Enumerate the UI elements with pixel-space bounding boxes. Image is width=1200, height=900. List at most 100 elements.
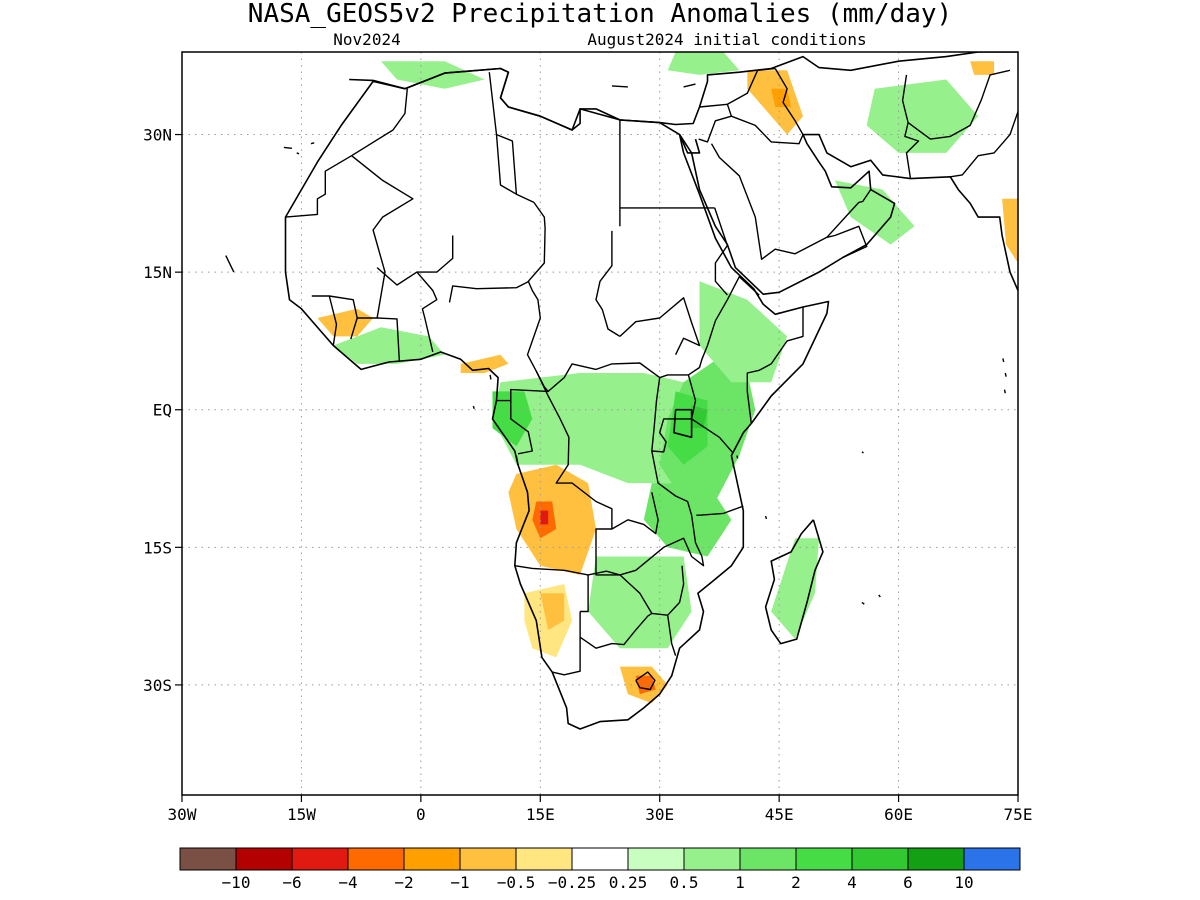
island-coastline [861,601,865,605]
x-axis-ticks: 30W 15W 0 15E 30E 45E 60E 75E [168,795,1033,824]
y-tick-label: 15S [143,538,172,557]
country-border [496,133,518,195]
colorbar-label: 1 [735,873,745,892]
colorbar-swatch [459,847,517,871]
x-tick-label: 15W [287,805,316,824]
colorbar-label: 4 [847,873,857,892]
island-coastline [1002,358,1005,363]
country-border [510,389,533,455]
y-tick-label: 30S [143,676,172,695]
anomaly-region-madagascar-wet [771,538,819,640]
country-border [376,267,438,353]
colorbar-swatch [851,847,909,871]
colorbar-label: 2 [791,873,801,892]
colorbar-label: 10 [954,873,973,892]
colorbar-label: −0.5 [497,873,536,892]
island-coastline [225,255,235,273]
country-border [727,67,776,105]
country-border [515,455,519,465]
colorbar-label: −2 [394,873,413,892]
country-border [377,317,401,363]
anomaly-region-nigeria-dry [460,354,509,373]
colorbar-label: 0.5 [670,873,699,892]
anomaly-region-ethiopia-wet [699,281,788,383]
coastline [349,52,1018,131]
island-coastline [489,374,492,380]
country-border [526,201,760,393]
anomaly-region-lake-core-wet [691,405,708,429]
island-coastline [878,594,881,598]
anomaly-region-west-africa-wet [333,327,445,364]
country-border [635,671,656,691]
coastlines-and-borders [225,52,1018,730]
colorbar-label: −6 [282,873,301,892]
anomaly-region-central-wet [492,373,692,484]
colorbar-swatch [963,847,1021,871]
country-border [535,370,620,576]
x-tick-label: 75E [1004,805,1033,824]
country-border [698,103,733,143]
anomaly-region-pakistan-dry [970,61,995,75]
country-border [514,565,621,576]
x-tick-label: 60E [884,805,913,824]
anomaly-region-arabia-wet [834,180,915,245]
country-border [667,615,677,656]
colorbar-swatch [907,847,965,871]
island-coastline [736,455,739,459]
subtitle-left: Nov2024 [333,30,400,49]
country-border [901,74,920,179]
map-frame [181,51,1019,796]
country-border [448,280,530,303]
island-coastline [861,451,864,454]
country-border [611,492,659,535]
country-border [619,297,701,356]
island-coastline [732,464,735,468]
colorbar-label: −1 [450,873,469,892]
colorbar-label: 6 [903,873,913,892]
coastline [678,133,1018,296]
x-tick-label: 0 [416,805,426,824]
island-coastline [296,152,300,155]
coastline [678,134,701,154]
island-coastline [611,85,628,88]
country-border [619,501,705,576]
country-border [488,72,535,204]
y-tick-label: EQ [153,401,172,420]
country-border [552,611,581,676]
country-border [714,207,729,296]
island-coastline [472,405,475,409]
colorbar-label: −0.25 [548,873,596,892]
country-border [826,189,872,238]
colorbar-label: 0.25 [609,873,648,892]
gridlines [182,52,1018,795]
country-border [950,111,1018,178]
colorbar-swatch [795,847,853,871]
country-border [710,143,868,260]
anomaly-region-tanzania-wet [643,483,732,557]
country-border [329,295,358,319]
colorbar-swatch [403,847,461,871]
country-border [350,155,414,340]
anomaly-region-angola-red [540,510,549,525]
map-panel: 30W 15W 0 15E 30E 45E 60E 75E 30N 15N EQ 15S 30S [143,51,1033,824]
country-border [579,612,653,649]
country-border [416,235,454,273]
island-coastline [764,515,768,520]
colorbar-swatch [683,847,741,871]
country-border [731,115,804,145]
y-axis-ticks: 30N 15N EQ 15S 30S [143,126,182,695]
lake-outline [673,408,693,439]
colorbar-swatch [347,847,405,871]
x-tick-label: 30W [168,805,197,824]
colorbar-swatch [515,847,573,871]
country-border [311,295,338,346]
colorbar-swatch [291,847,349,871]
x-tick-label: 45E [765,805,794,824]
anomaly-region-guinea-dry [317,308,374,337]
anomaly-region-southern-wet [588,556,692,649]
x-tick-label: 15E [526,805,555,824]
country-border [595,230,621,337]
anomaly-region-india-dry [1002,198,1018,263]
island-coastline [283,146,292,149]
